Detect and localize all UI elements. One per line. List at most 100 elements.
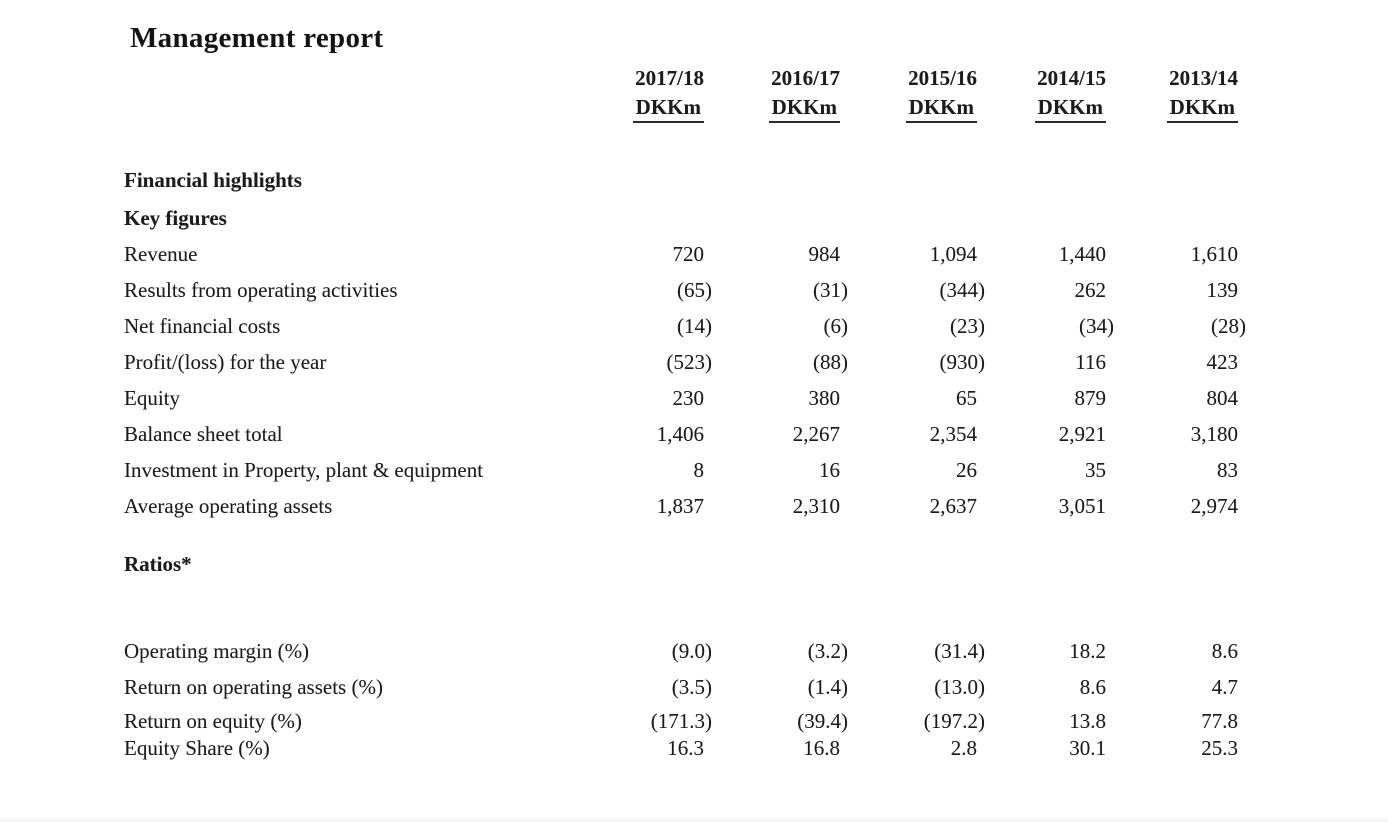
value-cell: 380: [808, 386, 841, 410]
column-year-label: 2015/16: [908, 66, 977, 90]
column-year-label: 2016/17: [771, 66, 840, 90]
value-cell: (523): [666, 350, 713, 374]
value-cell: 804: [1206, 386, 1239, 410]
value-cell: (23): [950, 314, 985, 338]
table-header-row: 2017/18 DKKm 2016/17 DKKm 2015/16 DKKm 2…: [124, 66, 1246, 127]
value-cell: 4.7: [1211, 675, 1238, 699]
row-label: Return on equity (%): [124, 709, 302, 733]
value-cell: 18.2: [1069, 639, 1106, 663]
value-cell: 2,637: [929, 494, 977, 518]
value-cell: (65): [677, 278, 712, 302]
value-cell: 35: [1085, 458, 1106, 482]
empty-cell: [577, 193, 1246, 231]
table-row-balance-sheet-total: Balance sheet total 1,406 2,267 2,354 2,…: [124, 411, 1246, 447]
value-cell: (31): [813, 278, 848, 302]
value-cell: 30.1: [1069, 736, 1106, 760]
financial-highlights-table: 2017/18 DKKm 2016/17 DKKm 2015/16 DKKm 2…: [124, 66, 1246, 761]
value-cell: 116: [1075, 350, 1106, 374]
row-label: Balance sheet total: [124, 422, 283, 446]
column-unit-label: DKKm: [577, 95, 704, 123]
row-label: Operating margin (%): [124, 639, 310, 663]
value-cell: 83: [1217, 458, 1238, 482]
value-cell: 2,267: [792, 422, 840, 446]
section-heading-financial-highlights: Financial highlights: [124, 127, 1246, 193]
table-row-investment-in-property-plant-equipment: Investment in Property, plant & equipmen…: [124, 447, 1246, 483]
row-label: Profit/(loss) for the year: [124, 350, 327, 374]
table-row-return-on-equity: Return on equity (%) (171.3) (39.4) (197…: [124, 700, 1246, 734]
table-row-profit-loss-for-the-year: Profit/(loss) for the year (523) (88) (9…: [124, 339, 1246, 375]
table-row-equity: Equity 230 380 65 879 804: [124, 375, 1246, 411]
value-cell: (39.4): [797, 709, 848, 733]
column-unit-label: DKKm: [848, 95, 977, 123]
section-heading: Key figures: [124, 206, 227, 230]
column-header-2017-18: 2017/18 DKKm: [577, 66, 712, 127]
value-cell: 77.8: [1201, 709, 1238, 733]
value-cell: 16.3: [667, 736, 704, 760]
value-cell: 1,837: [656, 494, 704, 518]
header-spacer-cell: [124, 66, 577, 127]
column-header-2016-17: 2016/17 DKKm: [712, 66, 848, 127]
value-cell: (3.5): [671, 675, 712, 699]
empty-cell: [577, 127, 1246, 193]
table-row-operating-margin: Operating margin (%) (9.0) (3.2) (31.4) …: [124, 577, 1246, 664]
column-unit-label: DKKm: [1114, 95, 1238, 123]
value-cell: 3,180: [1190, 422, 1238, 446]
column-unit-label: DKKm: [712, 95, 840, 123]
value-cell: 984: [808, 242, 841, 266]
value-cell: (14): [677, 314, 712, 338]
value-cell: 16.8: [803, 736, 840, 760]
value-cell: 2,354: [929, 422, 977, 446]
value-cell: 423: [1206, 350, 1239, 374]
section-heading: Financial highlights: [124, 168, 302, 192]
value-cell: (28): [1211, 314, 1246, 338]
value-cell: 230: [672, 386, 705, 410]
column-year-label: 2017/18: [635, 66, 704, 90]
value-cell: 139: [1206, 278, 1239, 302]
section-heading-key-figures: Key figures: [124, 193, 1246, 231]
value-cell: 8.6: [1211, 639, 1238, 663]
value-cell: (344): [939, 278, 986, 302]
value-cell: (13.0): [934, 675, 985, 699]
table-row-results-from-operating-activities: Results from operating activities (65) (…: [124, 267, 1246, 303]
section-heading: Ratios*: [124, 552, 192, 576]
row-label: Equity Share (%): [124, 736, 270, 760]
value-cell: 1,094: [929, 242, 977, 266]
value-cell: (3.2): [807, 639, 848, 663]
table-row-average-operating-assets: Average operating assets 1,837 2,310 2,6…: [124, 483, 1246, 519]
value-cell: (1.4): [807, 675, 848, 699]
row-label: Results from operating activities: [124, 278, 398, 302]
column-header-2015-16: 2015/16 DKKm: [848, 66, 985, 127]
row-label: Equity: [124, 386, 180, 410]
row-label: Net financial costs: [124, 314, 281, 338]
value-cell: 1,406: [656, 422, 704, 446]
row-label: Investment in Property, plant & equipmen…: [124, 458, 484, 482]
value-cell: 8: [693, 458, 705, 482]
value-cell: 16: [819, 458, 840, 482]
column-header-2013-14: 2013/14 DKKm: [1114, 66, 1246, 127]
value-cell: 65: [956, 386, 977, 410]
value-cell: 25.3: [1201, 736, 1238, 760]
value-cell: (34): [1079, 314, 1114, 338]
value-cell: 2,921: [1058, 422, 1106, 446]
row-label: Revenue: [124, 242, 198, 266]
value-cell: (9.0): [671, 639, 712, 663]
value-cell: 879: [1074, 386, 1107, 410]
column-unit-label: DKKm: [985, 95, 1106, 123]
value-cell: (171.3): [650, 709, 712, 733]
value-cell: 262: [1074, 278, 1107, 302]
value-cell: 2,310: [792, 494, 840, 518]
table-row-revenue: Revenue 720 984 1,094 1,440 1,610: [124, 231, 1246, 267]
value-cell: (88): [813, 350, 848, 374]
table-row-return-on-operating-assets: Return on operating assets (%) (3.5) (1.…: [124, 664, 1246, 700]
section-heading-ratios: Ratios*: [124, 519, 1246, 577]
row-label: Average operating assets: [124, 494, 333, 518]
column-year-label: 2013/14: [1169, 66, 1238, 90]
value-cell: 2,974: [1190, 494, 1238, 518]
value-cell: (31.4): [934, 639, 985, 663]
value-cell: 1,440: [1058, 242, 1106, 266]
row-label: Return on operating assets (%): [124, 675, 383, 699]
table-row-net-financial-costs: Net financial costs (14) (6) (23) (34) (…: [124, 303, 1246, 339]
value-cell: 13.8: [1069, 709, 1106, 733]
column-year-label: 2014/15: [1037, 66, 1106, 90]
